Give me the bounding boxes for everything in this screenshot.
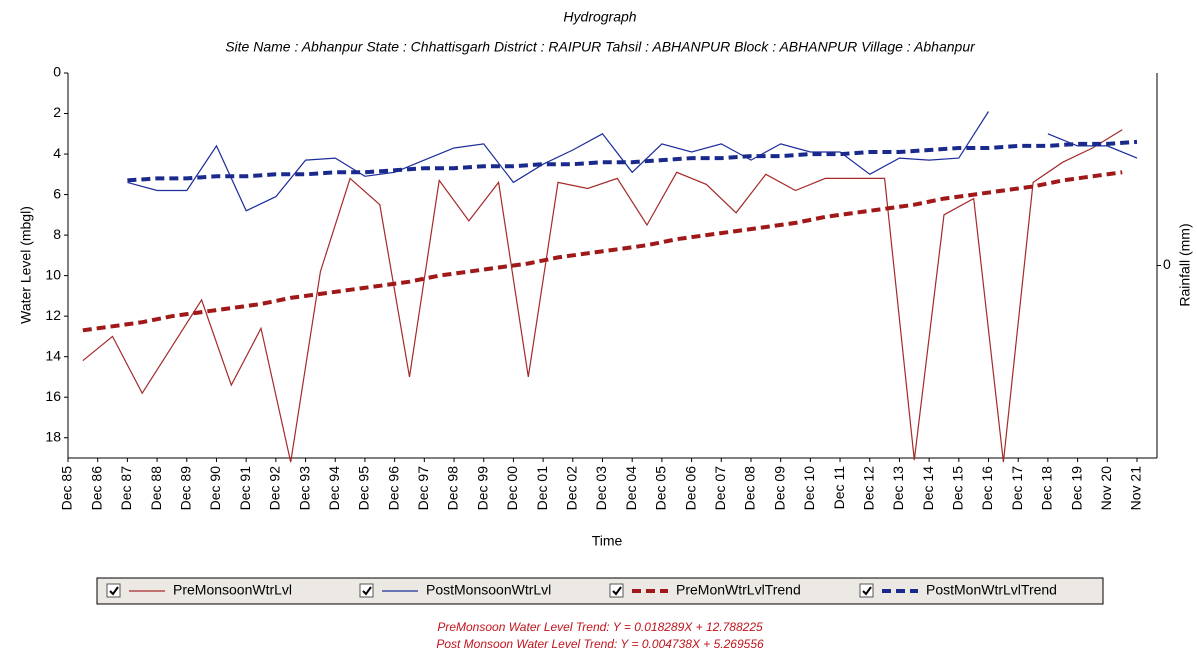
x-tick-label: Nov 21 <box>1128 466 1144 511</box>
y-axis-label: Water Level (mbgl) <box>18 206 34 324</box>
legend-checkbox <box>609 583 624 598</box>
y-tick-label: 8 <box>53 226 61 242</box>
series-line <box>127 139 1138 183</box>
y-tick-label: 6 <box>53 185 61 201</box>
legend-label: PostMonWtrLvlTrend <box>926 582 1057 598</box>
x-tick-label: Dec 03 <box>593 466 609 511</box>
y-tick-label: 16 <box>45 388 61 404</box>
annotation: PreMonsoon Water Level Trend: Y = 0.0182… <box>437 620 763 634</box>
legend-label: PostMonsoonWtrLvl <box>426 582 551 598</box>
x-tick-label: Nov 20 <box>1098 466 1114 511</box>
x-tick-label: Dec 90 <box>207 466 223 511</box>
y-tick-label: 12 <box>45 307 61 323</box>
x-tick-label: Dec 06 <box>682 466 698 511</box>
y-tick-label: 2 <box>53 104 61 120</box>
y-tick-label: 14 <box>45 347 61 363</box>
y2-axis-label: Rainfall (mm) <box>1177 223 1193 306</box>
legend-check <box>362 586 372 596</box>
x-tick-label: Dec 97 <box>415 466 431 511</box>
x-tick-label: Dec 94 <box>326 466 342 511</box>
y-tick-label: 4 <box>53 145 61 161</box>
legend-checkbox <box>859 583 874 598</box>
series-line <box>82 129 1123 463</box>
x-tick-label: Dec 95 <box>356 466 372 511</box>
x-tick-label: Dec 96 <box>385 466 401 511</box>
x-tick-label: Dec 89 <box>177 466 193 511</box>
x-tick-label: Dec 87 <box>118 466 134 511</box>
x-tick-label: Dec 09 <box>771 466 787 511</box>
chart-title: Hydrograph <box>563 9 636 25</box>
x-tick-label: Dec 04 <box>623 466 639 511</box>
x-tick-label: Dec 19 <box>1068 466 1084 511</box>
legend-check <box>612 586 622 596</box>
y-tick-label: 18 <box>45 428 61 444</box>
x-tick-label: Dec 93 <box>296 466 312 511</box>
x-tick-label: Dec 99 <box>474 466 490 511</box>
x-tick-label: Dec 15 <box>950 466 966 511</box>
y-tick-label: 0 <box>53 64 61 80</box>
series-line <box>82 170 1123 333</box>
x-axis-label: Time <box>592 533 623 549</box>
x-tick-label: Dec 86 <box>88 466 104 511</box>
x-tick-label: Dec 98 <box>445 466 461 511</box>
x-tick-label: Dec 10 <box>801 466 817 511</box>
x-tick-label: Dec 17 <box>1009 466 1025 511</box>
x-tick-label: Dec 85 <box>59 466 75 511</box>
y2-tick-label: 0 <box>1163 256 1171 272</box>
annotation: Post Monsoon Water Level Trend: Y = 0.00… <box>436 637 764 651</box>
x-tick-label: Dec 13 <box>890 466 906 511</box>
x-tick-label: Dec 88 <box>148 466 164 511</box>
x-tick-label: Dec 18 <box>1039 466 1055 511</box>
legend-checkbox <box>359 583 374 598</box>
y-tick-label: 10 <box>45 266 61 282</box>
x-tick-label: Dec 12 <box>860 466 876 511</box>
legend-checkbox <box>106 583 121 598</box>
x-tick-label: Dec 11 <box>831 466 847 510</box>
x-tick-label: Dec 92 <box>267 466 283 511</box>
x-tick-label: Dec 05 <box>653 466 669 511</box>
x-tick-label: Dec 07 <box>712 466 728 511</box>
legend-label: PreMonWtrLvlTrend <box>676 582 801 598</box>
legend <box>96 577 1104 605</box>
legend-check <box>109 586 119 596</box>
x-tick-label: Dec 16 <box>979 466 995 511</box>
legend-check <box>862 586 872 596</box>
x-tick-label: Dec 02 <box>564 466 580 511</box>
chart-subtitle: Site Name : Abhanpur State : Chhattisgar… <box>225 39 976 55</box>
x-tick-label: Dec 00 <box>504 466 520 511</box>
x-tick-label: Dec 01 <box>534 466 550 511</box>
legend-label: PreMonsoonWtrLvl <box>173 582 292 598</box>
x-tick-label: Dec 08 <box>742 466 758 511</box>
x-tick-label: Dec 91 <box>237 466 253 511</box>
x-tick-label: Dec 14 <box>920 466 936 511</box>
